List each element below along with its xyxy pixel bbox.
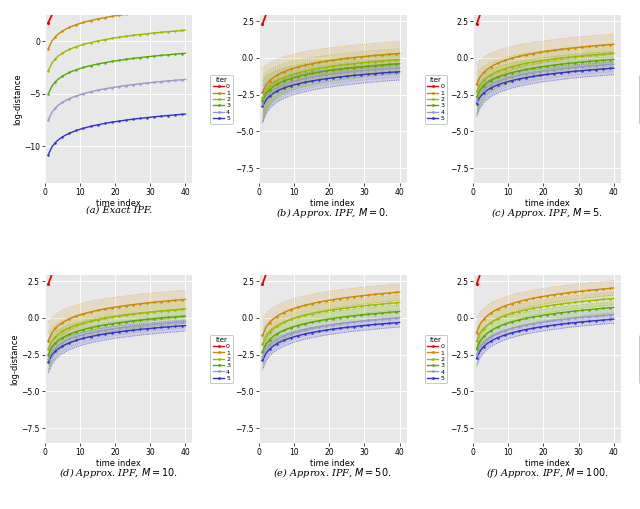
Legend: 0, 1, 2, 3, 4, 5: 0, 1, 2, 3, 4, 5: [211, 334, 232, 383]
X-axis label: time index: time index: [96, 199, 141, 208]
Text: (a) Exact IPF.: (a) Exact IPF.: [86, 206, 152, 215]
Legend: 0, 1, 2, 3, 4, 5: 0, 1, 2, 3, 4, 5: [639, 334, 640, 383]
Text: (d) Approx. IPF, $M = 10$.: (d) Approx. IPF, $M = 10$.: [59, 466, 178, 480]
Text: (b) Approx. IPF, $M = 0$.: (b) Approx. IPF, $M = 0$.: [276, 206, 389, 220]
Y-axis label: log-distance: log-distance: [10, 333, 19, 385]
X-axis label: time index: time index: [525, 199, 570, 208]
Text: (f) Approx. IPF, $M = 100$.: (f) Approx. IPF, $M = 100$.: [486, 466, 608, 480]
Legend: 0, 1, 2, 3, 4, 5: 0, 1, 2, 3, 4, 5: [639, 75, 640, 124]
X-axis label: time index: time index: [525, 459, 570, 468]
Legend: 0, 1, 2, 3, 4, 5: 0, 1, 2, 3, 4, 5: [211, 75, 232, 124]
X-axis label: time index: time index: [310, 459, 355, 468]
Legend: 0, 1, 2, 3, 4, 5: 0, 1, 2, 3, 4, 5: [424, 334, 447, 383]
Text: (c) Approx. IPF, $M = 5$.: (c) Approx. IPF, $M = 5$.: [491, 206, 603, 220]
X-axis label: time index: time index: [310, 199, 355, 208]
X-axis label: time index: time index: [96, 459, 141, 468]
Legend: 0, 1, 2, 3, 4, 5: 0, 1, 2, 3, 4, 5: [424, 75, 447, 124]
Text: (e) Approx. IPF, $M = 50$.: (e) Approx. IPF, $M = 50$.: [273, 466, 392, 480]
Y-axis label: log-distance: log-distance: [13, 73, 22, 125]
